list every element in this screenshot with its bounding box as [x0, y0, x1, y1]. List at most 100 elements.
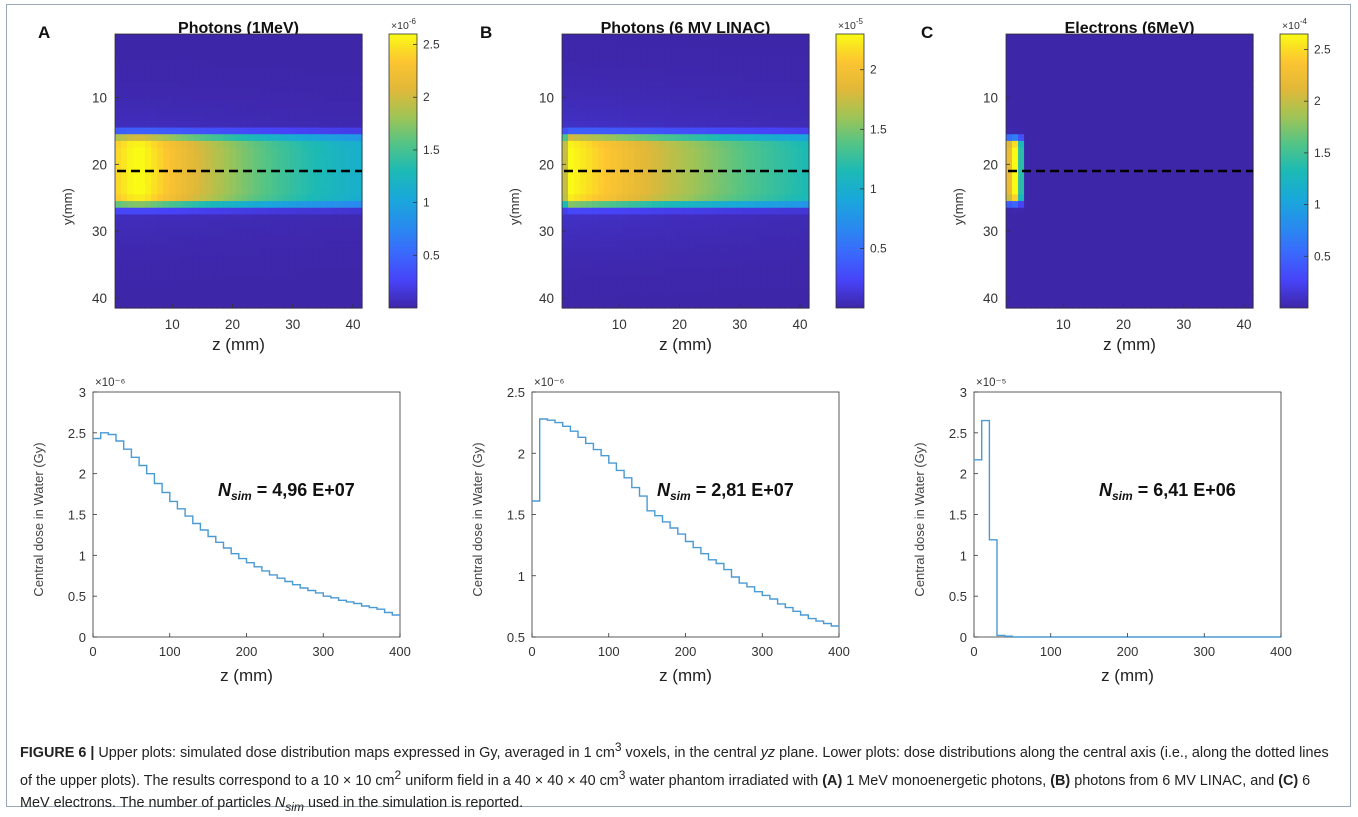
heatmap-cell: [773, 208, 780, 215]
heatmap-cell: [682, 194, 689, 201]
heatmap-cell: [562, 174, 569, 181]
heatmap-cell: [350, 154, 357, 161]
heatmap-cell: [284, 94, 291, 101]
heatmap-cell: [689, 214, 696, 221]
heatmap-cell: [1072, 275, 1079, 282]
heatmap-cell: [1030, 61, 1037, 68]
heatmap-cell: [622, 128, 629, 135]
heatmap-cell: [1126, 248, 1133, 255]
heatmap-cell: [242, 34, 249, 41]
heatmap-cell: [755, 148, 762, 155]
heatmap-cell: [1048, 181, 1055, 188]
heatmap-cell: [1012, 255, 1019, 262]
heatmap-cell: [779, 134, 786, 141]
heatmap-cell: [1090, 41, 1097, 48]
heatmap-cell: [713, 208, 720, 215]
heatmap-cell: [1211, 108, 1218, 115]
heatmap-cell: [634, 128, 641, 135]
heatmap-cell: [1084, 61, 1091, 68]
heatmap-cell: [211, 148, 218, 155]
heatmap-cell: [1229, 87, 1236, 94]
heatmap-cell: [598, 128, 605, 135]
heatmap-cell: [284, 134, 291, 141]
heatmap-cell: [628, 268, 635, 275]
heatmap-cell: [169, 241, 176, 248]
heatmap-cell: [1090, 255, 1097, 262]
heatmap-cell: [598, 161, 605, 168]
heatmap-cell: [338, 221, 345, 228]
heatmap-cell: [314, 47, 321, 54]
heatmap-cell: [598, 87, 605, 94]
heatmap-cell: [169, 228, 176, 235]
heatmap-cell: [1120, 161, 1127, 168]
heatmap-cell: [580, 281, 587, 288]
heatmap-cell: [791, 67, 798, 74]
heatmap-cell: [749, 67, 756, 74]
heatmap-cell: [332, 41, 339, 48]
heatmap-cell: [332, 161, 339, 168]
heatmap-cell: [1066, 154, 1073, 161]
heatmap-cell: [127, 54, 134, 61]
heatmap-cell: [133, 248, 140, 255]
heatmap-cell: [616, 94, 623, 101]
heatmap-cell: [622, 261, 629, 268]
heatmap-cell: [272, 194, 279, 201]
heatmap-cell: [199, 275, 206, 282]
heatmap-cell: [773, 101, 780, 108]
heatmap-cell: [163, 241, 170, 248]
heatmap-cell: [1175, 87, 1182, 94]
heatmap-cell: [713, 214, 720, 221]
heatmap-cell: [157, 221, 164, 228]
heatmap-cell: [640, 74, 647, 81]
heatmap-cell: [670, 214, 677, 221]
heatmap-cell: [628, 154, 635, 161]
heatmap-cell: [1018, 47, 1025, 54]
heatmap-cell: [755, 54, 762, 61]
heatmap-cell: [290, 134, 297, 141]
heatmap-cell: [628, 288, 635, 295]
heatmap-cell: [320, 87, 327, 94]
heatmap-cell: [296, 248, 303, 255]
heatmap-cell: [332, 301, 339, 308]
heatmap-cell: [785, 248, 792, 255]
heatmap-cell: [272, 94, 279, 101]
heatmap-cell: [1090, 194, 1097, 201]
heatmap-cell: [254, 275, 261, 282]
heatmap-cell: [580, 108, 587, 115]
heatmap-cell: [689, 208, 696, 215]
heatmap-cell: [332, 148, 339, 155]
heatmap-cell: [568, 134, 575, 141]
heatmap-cell: [592, 47, 599, 54]
heatmap-cell: [634, 261, 641, 268]
heatmap-cell: [332, 87, 339, 94]
heatmap-cell: [127, 248, 134, 255]
heatmap-cell: [1223, 234, 1230, 241]
heatmap-cell: [254, 61, 261, 68]
heatmap-cell: [1229, 174, 1236, 181]
heatmap-cell: [682, 41, 689, 48]
heatmap-cell: [266, 234, 273, 241]
heatmap-cell: [1096, 181, 1103, 188]
heatmap-cell: [1030, 188, 1037, 195]
heatmap-cell: [767, 74, 774, 81]
heatmap-cell: [115, 154, 122, 161]
heatmap-cell: [610, 281, 617, 288]
heatmap-cell: [1030, 201, 1037, 208]
heatmap-cell: [652, 114, 659, 121]
heatmap-cell: [1078, 121, 1085, 128]
heatmap-cell: [145, 241, 152, 248]
heatmap-cell: [658, 34, 665, 41]
heatmap-cell: [1006, 268, 1013, 275]
heatmap-cell: [121, 34, 128, 41]
heatmap-cell: [725, 281, 732, 288]
heatmap-cell: [676, 87, 683, 94]
heatmap-cell: [592, 54, 599, 61]
heatmap-cell: [658, 74, 665, 81]
heatmap-cell: [1012, 241, 1019, 248]
heatmap-cell: [217, 81, 224, 88]
heatmap-cell: [338, 87, 345, 94]
heatmap-cell: [580, 208, 587, 215]
heatmap-cell: [682, 261, 689, 268]
heatmap-cell: [1114, 154, 1121, 161]
heatmap-cell: [205, 174, 212, 181]
